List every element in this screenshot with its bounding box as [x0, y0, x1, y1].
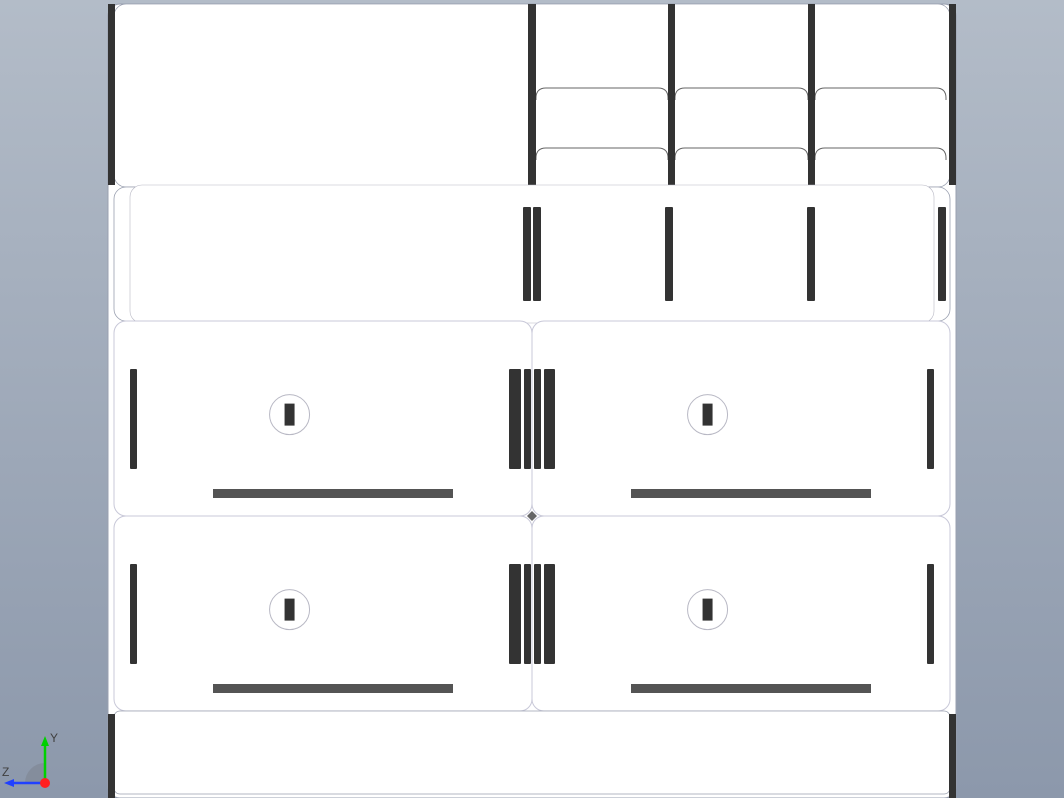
- cad-viewport[interactable]: YZ: [0, 0, 1064, 798]
- svg-text:Z: Z: [2, 765, 9, 779]
- model-canvas[interactable]: [0, 0, 1064, 798]
- axis-gizmo[interactable]: YZ: [0, 728, 90, 798]
- svg-text:Y: Y: [50, 731, 58, 745]
